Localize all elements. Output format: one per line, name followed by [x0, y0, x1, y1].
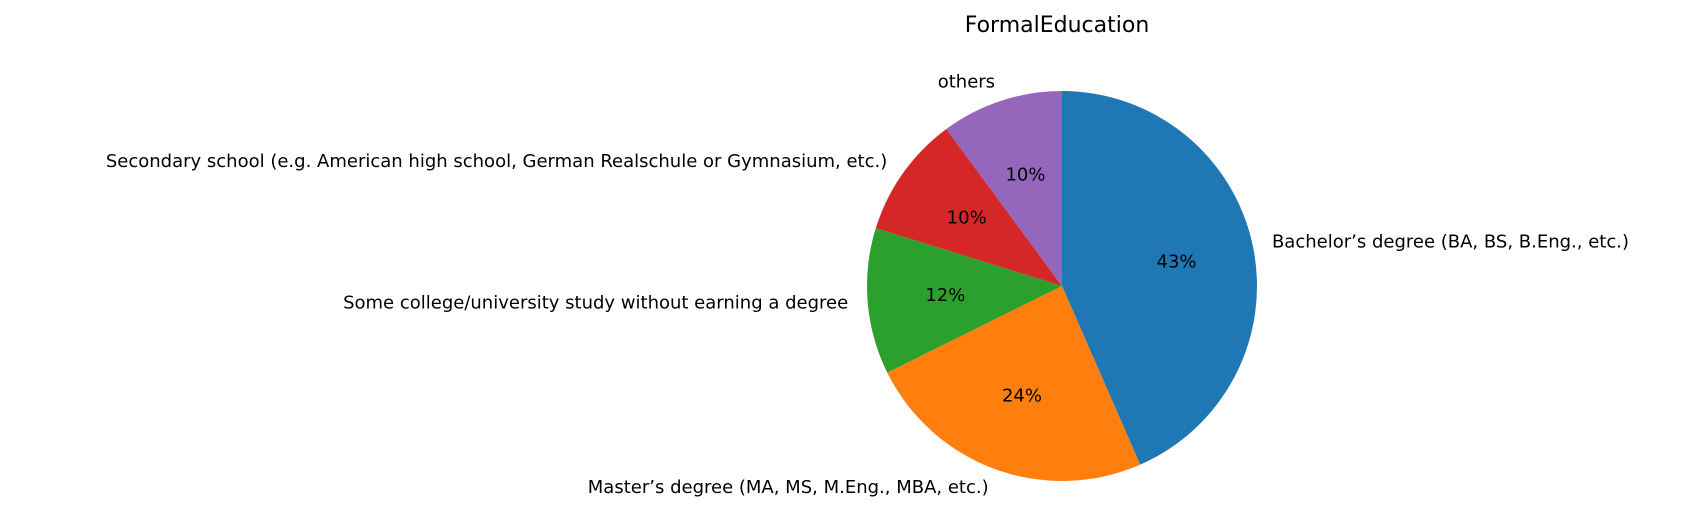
pie-slice	[887, 286, 1141, 481]
slice-category-label: Bachelor’s degree (BA, BS, B.Eng., etc.)	[1272, 232, 1629, 253]
slice-category-label: Secondary school (e.g. American high sch…	[106, 151, 887, 172]
slice-percentage-label: 43%	[1157, 252, 1197, 273]
slice-percentage-label: 24%	[1002, 385, 1042, 406]
percentage-labels: 43% 24% 12% 10% 10%	[925, 164, 1196, 406]
pie-slice	[946, 91, 1062, 286]
slice-labels: Bachelor’s degree (BA, BS, B.Eng., etc.)…	[106, 72, 1629, 498]
pie-slice	[867, 228, 1062, 373]
slice-percentage-label: 12%	[925, 285, 965, 306]
pie-slices	[867, 91, 1257, 481]
slice-category-label: Some college/university study without ea…	[343, 292, 848, 313]
slice-category-label: others	[938, 72, 995, 93]
slice-category-label: Master’s degree (MA, MS, M.Eng., MBA, et…	[588, 477, 989, 498]
slice-percentage-label: 10%	[947, 208, 987, 229]
chart-title: FormalEducation	[965, 13, 1150, 38]
slice-percentage-label: 10%	[1005, 164, 1045, 185]
pie-slice	[875, 128, 1062, 286]
pie-slice	[1062, 91, 1257, 465]
